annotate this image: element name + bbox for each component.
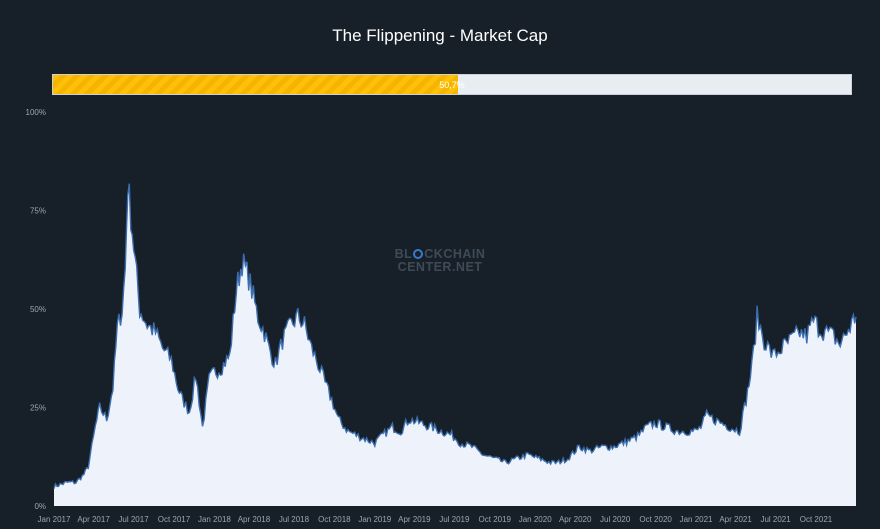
y-tick-label: 0% [34,502,46,511]
x-tick-label: Oct 2017 [158,515,191,524]
y-tick-label: 50% [30,305,46,314]
dominance-progress-label: 50,7% [439,79,465,90]
x-tick-label: Jul 2020 [600,515,631,524]
dominance-progress-fill [53,75,458,94]
x-tick-label: Jan 2021 [680,515,713,524]
chain-link-icon [413,249,424,259]
y-tick-label: 25% [30,404,46,413]
x-tick-label: Jul 2018 [279,515,310,524]
watermark-text-b: CKCHAIN [424,247,486,261]
y-axis: 0% 25% 50% 75% 100% [26,108,46,511]
x-tick-label: Jan 2019 [358,515,391,524]
watermark-line-1: BL CKCHAIN [388,248,492,261]
x-tick-label: Jul 2019 [439,515,470,524]
watermark-line-2: CENTER.NET [397,260,483,274]
page-title: The Flippening - Market Cap [332,26,548,45]
y-tick-label: 75% [30,207,46,216]
x-axis: Jan 2017 Apr 2017 Jul 2017 Oct 2017 Jan 2018… [38,515,833,524]
dominance-progress-bar: 50,7% [52,74,852,95]
blockchaincenter-watermark: BL CKCHAIN CENTER.NET [388,248,492,274]
x-tick-label: Oct 2020 [639,515,672,524]
x-tick-label: Jan 2020 [519,515,552,524]
x-tick-label: Jan 2017 [38,515,71,524]
x-tick-label: Oct 2018 [318,515,351,524]
x-tick-label: Jul 2021 [760,515,791,524]
watermark-text-a: BL [394,247,413,261]
x-tick-label: Jan 2018 [198,515,231,524]
x-tick-label: Apr 2021 [719,515,752,524]
market-cap-area [54,183,856,506]
x-tick-label: Apr 2019 [398,515,431,524]
y-tick-label: 100% [26,108,46,117]
x-tick-label: Jul 2017 [118,515,149,524]
x-tick-label: Oct 2021 [800,515,833,524]
x-tick-label: Oct 2019 [479,515,512,524]
x-tick-label: Apr 2017 [77,515,110,524]
x-tick-label: Apr 2020 [559,515,592,524]
x-tick-label: Apr 2018 [238,515,271,524]
market-cap-line [53,183,857,489]
